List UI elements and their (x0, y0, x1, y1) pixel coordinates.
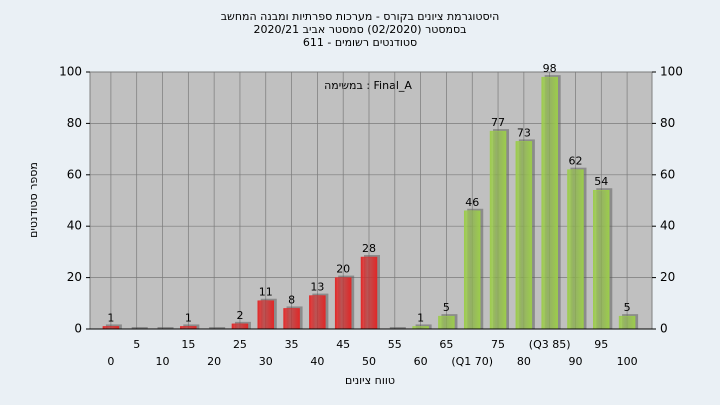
bar (309, 295, 326, 330)
x-tick-label: 60 (414, 355, 428, 368)
bar (489, 130, 507, 330)
value-label: 13 (310, 281, 324, 294)
bar (618, 315, 636, 330)
x-tick-label: 100 (617, 355, 638, 368)
bar (438, 315, 455, 330)
value-label: 11 (259, 286, 273, 299)
chart-subtitle: בסמסטר (02/2020) סמסטר אביב 2020/21 (253, 23, 466, 36)
x-tick-label: 80 (517, 355, 531, 368)
x-tick-label: 95 (594, 338, 608, 351)
chart-subtitle: סטודנטים רשומים - 611 (303, 36, 417, 49)
x-tick-label: 50 (362, 355, 376, 368)
x-tick-label: 55 (388, 338, 402, 351)
bar-shadow (131, 327, 148, 329)
value-label: 5 (443, 301, 450, 314)
annotation: במשימה : Final_A (324, 79, 412, 92)
x-tick-label: 20 (207, 355, 221, 368)
value-label: 5 (624, 301, 631, 314)
x-tick-label: 75 (491, 338, 505, 351)
y-tick-label: 80 (67, 116, 82, 130)
x-tick-label: 30 (259, 355, 273, 368)
y-axis-label: מספר סטודנטים (27, 162, 40, 238)
bar (334, 277, 352, 330)
x-tick-label: 15 (181, 338, 195, 351)
bar-shadow (389, 327, 406, 329)
x-tick-label: 45 (336, 338, 350, 351)
y-tick-label: 40 (67, 219, 82, 233)
y-tick-label: 0 (74, 322, 82, 336)
value-label: 20 (336, 263, 350, 276)
x-tick-label: 0 (107, 355, 114, 368)
value-label: 1 (417, 311, 424, 324)
bar (567, 169, 584, 330)
bar (541, 76, 558, 330)
y-tick-label: 20 (67, 270, 82, 284)
value-label: 73 (517, 126, 531, 139)
bar (231, 323, 249, 330)
value-label: 62 (568, 155, 582, 168)
value-label: 54 (594, 175, 608, 188)
value-label: 1 (185, 311, 192, 324)
x-tick-label: 25 (233, 338, 247, 351)
x-tick-label: 10 (156, 355, 170, 368)
value-label: 1 (107, 311, 114, 324)
x-tick-label: 35 (285, 338, 299, 351)
y2-tick-label: 60 (660, 167, 675, 181)
bar (283, 308, 300, 330)
x-tick-label: (Q3 85) (529, 338, 571, 351)
bar (360, 256, 378, 330)
y2-tick-label: 100 (660, 65, 683, 79)
y-tick-label: 60 (67, 167, 82, 181)
value-label: 2 (236, 309, 243, 322)
bar (463, 210, 481, 330)
bar-shadow (209, 327, 226, 329)
x-tick-label: 40 (310, 355, 324, 368)
value-label: 98 (543, 62, 557, 75)
y2-tick-label: 80 (660, 116, 675, 130)
x-axis-label: טווח ציונים (345, 374, 395, 387)
y2-tick-label: 0 (660, 322, 668, 336)
bar (515, 141, 533, 330)
value-label: 8 (288, 293, 295, 306)
bar (257, 300, 275, 330)
chart-title: היסטוגרמת ציונים בקורס - מערכות ספרתיות … (221, 10, 500, 23)
x-tick-label: 65 (439, 338, 453, 351)
bar-shadow (157, 327, 174, 329)
y2-tick-label: 20 (660, 270, 675, 284)
y2-tick-label: 40 (660, 219, 675, 233)
x-tick-label: (Q1 70) (451, 355, 493, 368)
value-label: 28 (362, 242, 376, 255)
value-label: 46 (465, 196, 479, 209)
value-label: 77 (491, 116, 505, 129)
y-tick-label: 100 (59, 65, 82, 79)
bar (593, 189, 610, 330)
x-tick-label: 90 (568, 355, 582, 368)
x-tick-label: 5 (133, 338, 140, 351)
